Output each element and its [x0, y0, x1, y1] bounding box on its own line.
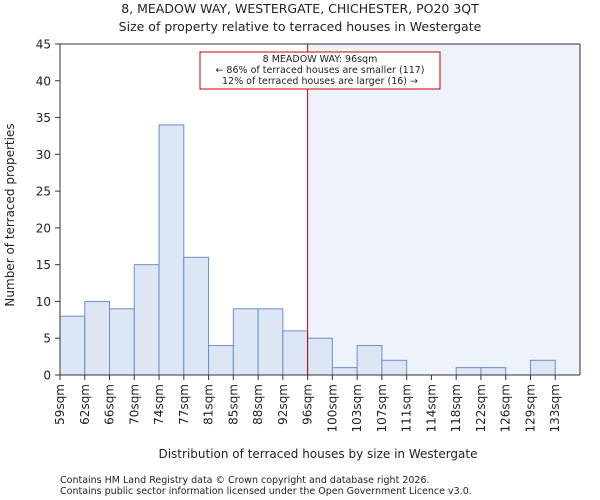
y-tick-label: 0 — [43, 369, 51, 383]
x-tick-label: 107sqm — [375, 384, 389, 432]
x-tick-label: 100sqm — [325, 384, 339, 432]
x-tick-label: 129sqm — [523, 384, 537, 432]
bars-group — [59, 124, 556, 376]
bar-66sqm — [109, 308, 135, 376]
bar-62sqm — [84, 300, 111, 376]
x-tick-label: 103sqm — [350, 384, 364, 432]
bar-118sqm — [455, 367, 482, 376]
bar-96sqm — [307, 337, 333, 376]
y-tick-label: 10 — [36, 295, 51, 309]
x-tick-label: 118sqm — [449, 384, 463, 432]
y-tick-label: 30 — [36, 148, 51, 162]
bar-103sqm — [356, 345, 383, 376]
annotation-line-2: ← 86% of terraced houses are smaller (11… — [215, 65, 424, 76]
chart-title: 8, MEADOW WAY, WESTERGATE, CHICHESTER, P… — [121, 1, 479, 16]
bar-122sqm — [480, 367, 507, 376]
x-tick-label: 77sqm — [177, 384, 191, 425]
x-tick-label: 122sqm — [474, 384, 488, 432]
x-tick-label: 92sqm — [276, 384, 290, 425]
x-tick-label: 114sqm — [424, 384, 438, 432]
x-tick-label: 81sqm — [202, 384, 216, 425]
x-axis-label: Distribution of terraced houses by size … — [158, 447, 477, 461]
annotation-frame — [199, 51, 441, 90]
x-tick-label: 74sqm — [152, 384, 166, 425]
y-ticks-group: 0 5 10 15 20 25 30 35 40 45 — [36, 38, 60, 383]
bar-107sqm — [381, 359, 408, 376]
chart-subtitle: Size of property relative to terraced ho… — [119, 19, 482, 34]
bar-92sqm — [282, 330, 309, 376]
bar-88sqm — [257, 308, 284, 376]
y-tick-label: 45 — [36, 38, 51, 52]
bar-81sqm — [208, 345, 234, 376]
x-tick-label: 70sqm — [127, 384, 141, 425]
bar-74sqm — [158, 124, 185, 376]
footer-line-1: Contains HM Land Registry data © Crown c… — [60, 475, 430, 486]
bar-77sqm — [183, 256, 210, 376]
x-tick-label: 62sqm — [78, 384, 92, 425]
bar-129sqm — [529, 359, 556, 376]
bar-59sqm — [59, 315, 86, 376]
x-tick-label: 88sqm — [251, 384, 265, 425]
y-tick-label: 20 — [36, 221, 51, 235]
y-tick-label: 25 — [36, 185, 51, 199]
y-tick-label: 15 — [36, 258, 51, 272]
annotation-line-3: 12% of terraced houses are larger (16) → — [222, 76, 418, 87]
bar-85sqm — [232, 308, 259, 376]
x-tick-label: 59sqm — [53, 384, 67, 425]
annotation-line-1: 8 MEADOW WAY: 96sqm — [263, 54, 378, 65]
x-ticks-group: 59sqm 62sqm 66sqm 70sqm 74sqm 77sqm 81sqm 85sqm… — [53, 375, 562, 432]
y-axis-label: Number of terraced properties — [3, 123, 17, 306]
highlight-region — [307, 44, 580, 375]
annotation-box: 8 MEADOW WAY: 96sqm ← 86% of terraced ho… — [199, 51, 441, 90]
x-tick-label: 133sqm — [548, 384, 562, 432]
bar-100sqm — [331, 367, 358, 376]
x-tick-label: 126sqm — [499, 384, 513, 432]
x-tick-label: 96sqm — [301, 384, 315, 425]
bar-70sqm — [133, 264, 160, 376]
footer-line-2: Contains public sector information licen… — [60, 486, 472, 497]
x-tick-label: 85sqm — [226, 384, 240, 425]
y-tick-label: 5 — [43, 332, 51, 346]
x-tick-label: 66sqm — [103, 384, 117, 425]
y-tick-label: 35 — [36, 111, 51, 125]
y-tick-label: 40 — [36, 74, 51, 88]
x-tick-label: 111sqm — [400, 384, 414, 432]
